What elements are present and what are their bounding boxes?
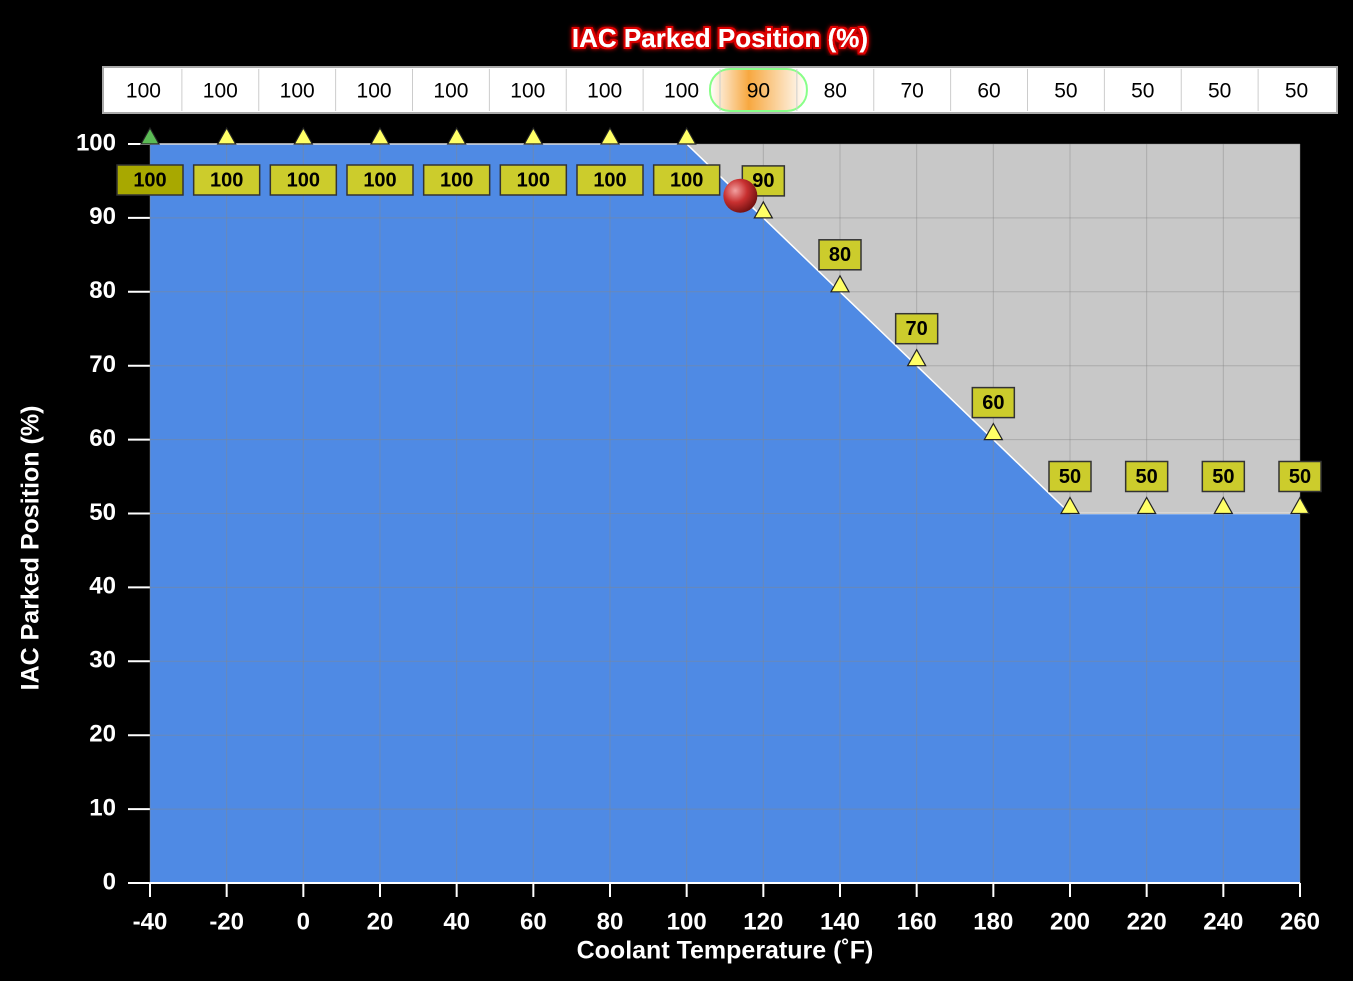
data-label: 100 (133, 169, 166, 191)
data-label: 90 (752, 170, 774, 192)
x-tick-label: 0 (297, 908, 310, 935)
data-label: 50 (1059, 466, 1081, 488)
table-cell[interactable]: 100 (664, 80, 699, 103)
point[interactable] (1213, 496, 1234, 515)
y-tick-label: 80 (89, 277, 116, 304)
cursor (723, 178, 758, 213)
x-tick-label: 40 (443, 908, 470, 935)
x-tick-label: -40 (133, 908, 168, 935)
data-label-box (1278, 460, 1322, 493)
data-label-box (818, 239, 862, 271)
y-tick-label: 0 (103, 868, 116, 895)
table-cell[interactable]: 100 (280, 80, 315, 103)
y-axis-label: IAC Parked Position (%) (17, 406, 45, 691)
point[interactable] (293, 126, 314, 145)
x-tick-label: 120 (743, 908, 783, 935)
data-label: 100 (440, 169, 473, 191)
point[interactable] (753, 200, 774, 219)
x-tick-label: 80 (597, 908, 624, 935)
data-label-box (576, 164, 644, 196)
point[interactable] (1059, 496, 1081, 515)
data-label-box (499, 164, 568, 196)
data-label: 100 (363, 169, 396, 191)
y-tick-label: 100 (76, 129, 116, 156)
point[interactable] (829, 274, 851, 293)
point[interactable] (446, 126, 467, 145)
data-label-box (1048, 460, 1092, 493)
data-label-box (269, 164, 338, 196)
point[interactable] (216, 126, 237, 145)
x-tick-label: 140 (820, 908, 860, 935)
x-tick-label: -20 (209, 908, 244, 935)
data-label-box (971, 386, 1016, 419)
x-tick-label: 240 (1203, 908, 1243, 935)
y-tick-label: 90 (89, 203, 116, 230)
table-cell[interactable]: 50 (1131, 80, 1154, 103)
point[interactable] (523, 126, 544, 145)
data-label: 60 (982, 392, 1004, 414)
table-cell[interactable]: 100 (510, 80, 545, 103)
data-label: 100 (287, 169, 320, 191)
x-tick-label: 60 (520, 908, 547, 935)
x-tick-label: 220 (1127, 908, 1167, 935)
x-tick-label: 160 (897, 908, 937, 935)
table-cell[interactable]: 80 (824, 80, 847, 103)
data-label: 80 (829, 244, 851, 266)
area-edge (150, 143, 1300, 515)
data-label: 70 (906, 318, 928, 340)
x-tick-label: 100 (667, 908, 707, 935)
table-cell[interactable]: 100 (587, 80, 622, 103)
x-tick-label: 200 (1050, 908, 1090, 935)
point[interactable] (139, 126, 161, 145)
y-tick-label: 30 (89, 647, 116, 674)
y-tick-label: 70 (89, 351, 116, 378)
data-label-box (652, 164, 721, 196)
y-tick-label: 50 (89, 499, 116, 526)
data-label-box (422, 164, 491, 196)
point[interactable] (676, 126, 697, 145)
data-label: 50 (1136, 466, 1158, 488)
data-label: 50 (1212, 466, 1234, 488)
table-cell[interactable]: 100 (126, 80, 161, 103)
point[interactable] (983, 422, 1004, 441)
data-label-box (1124, 460, 1169, 493)
y-tick-label: 20 (89, 721, 116, 748)
chart-title: IAC Parked Position (%) (572, 23, 868, 53)
x-axis-label: Coolant Temperature (˚F) (577, 937, 874, 965)
y-tick-label: 10 (89, 794, 116, 821)
data-label-box (1201, 460, 1246, 493)
point[interactable] (1289, 496, 1311, 515)
point[interactable] (599, 126, 621, 145)
data-label-box (894, 312, 939, 345)
table-cell[interactable]: 50 (1208, 80, 1231, 103)
area (150, 144, 1300, 883)
table-cell[interactable]: 100 (203, 80, 238, 103)
point[interactable] (1136, 496, 1157, 515)
data-label: 100 (517, 169, 550, 191)
table-cell[interactable]: 60 (977, 80, 1000, 103)
data-label-box (192, 164, 261, 196)
x-tick-label: 20 (367, 908, 394, 935)
y-tick-label: 60 (89, 425, 116, 452)
y-tick-label: 40 (89, 573, 116, 600)
table-cell[interactable]: 100 (357, 80, 392, 103)
data-label: 100 (593, 169, 626, 191)
x-tick-label: 260 (1280, 908, 1320, 935)
table-cell[interactable]: 90 (747, 80, 770, 103)
data-label: 50 (1289, 466, 1311, 488)
point[interactable] (369, 126, 391, 145)
data-label-box (346, 164, 414, 196)
cell-highlight (709, 68, 808, 112)
table-cell[interactable]: 50 (1054, 80, 1077, 103)
table-cell[interactable]: 70 (901, 80, 924, 103)
point[interactable] (906, 348, 927, 367)
data-label-box (116, 164, 184, 196)
data-label: 100 (210, 169, 243, 191)
table-cell[interactable]: 100 (433, 80, 468, 103)
data-label: 100 (670, 169, 703, 191)
table-cell[interactable]: 50 (1285, 80, 1308, 103)
x-tick-label: 180 (973, 908, 1013, 935)
